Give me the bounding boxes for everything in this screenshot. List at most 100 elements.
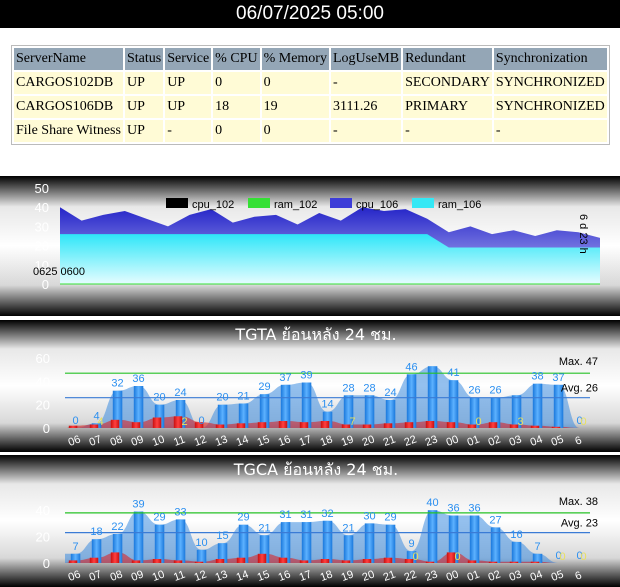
x-tick-label: 18 [319, 433, 335, 448]
bar-red [236, 557, 246, 563]
chart-background [0, 455, 620, 587]
bar-value-label: 37 [552, 372, 564, 384]
col-logusemb: LogUseMB [330, 48, 402, 70]
bar-blue [301, 522, 312, 563]
x-tick-label: 17 [298, 568, 314, 583]
y-tick-label: 40 [36, 374, 50, 389]
x-tick-label: 23 [424, 433, 440, 448]
x-tick-label: 11 [172, 569, 187, 584]
bar-blue [448, 515, 459, 563]
bar-blue [385, 524, 396, 563]
bar-red [152, 417, 162, 428]
bar-red [131, 422, 141, 428]
x-tick-label: 07 [88, 433, 104, 448]
bar-blue [301, 382, 312, 428]
x-tick-label: 20 [361, 433, 377, 448]
bar-blue [259, 535, 270, 563]
bar-value-label: 28 [342, 382, 354, 394]
legend-label-ram-106: ram_106 [438, 199, 481, 211]
tgta-panel: TGTA ย้อนหลัง 24 ชม. 0 20 40 60 Max. 47 Avg. 2… [0, 320, 620, 452]
uptime-label: 6 d 23 h [577, 214, 589, 254]
x-tick-label: 06 [67, 433, 83, 448]
bar-red [530, 561, 540, 563]
bar-value-label: 0 [72, 415, 78, 427]
x-tick-label: 20 [361, 568, 377, 583]
cell-status: UP [124, 120, 164, 142]
bar-blue [385, 400, 396, 428]
bar-value-label: 36 [132, 373, 144, 385]
x-tick-label: 22 [403, 433, 419, 448]
bar-red [404, 559, 414, 563]
bar-blue [553, 384, 564, 428]
x-tick-label: 03 [508, 433, 524, 448]
bar-red [509, 424, 519, 428]
bar-red [173, 560, 183, 563]
tgca-panel: TGCA ย้อนหลัง 24 ชม. 0 20 40 Max. 38 Avg. 23 7… [0, 455, 620, 587]
y-tick-label: 20 [35, 239, 49, 254]
x-tick-label: 00 [445, 568, 461, 583]
bar-blue [322, 520, 333, 563]
cell-memory: 0 [261, 120, 329, 142]
x-tick-label: 04 [529, 433, 545, 448]
bar-red [299, 422, 309, 428]
cell-status: UP [124, 72, 164, 94]
x-tick-label: 04 [529, 568, 545, 583]
bar-value-label: 24 [384, 387, 396, 399]
bar-secondary-label: 2 [181, 416, 187, 428]
bar-red [110, 419, 120, 428]
bar-value-label: 0 [576, 415, 582, 427]
bar-blue [406, 551, 417, 563]
bar-red [362, 559, 372, 563]
bar-blue [490, 527, 501, 563]
bar-red [446, 422, 456, 428]
bar-blue [490, 397, 501, 428]
bar-value-label: 26 [489, 385, 501, 397]
cell-logusemb: 3111.26 [330, 96, 402, 118]
bar-value-label: 31 [300, 509, 312, 521]
bar-red [509, 561, 519, 563]
bar-value-label: 29 [258, 381, 270, 393]
x-tick-label: 07 [88, 568, 104, 583]
col-service: Service [165, 48, 212, 70]
bar-red [299, 560, 309, 563]
bar-value-label: 15 [216, 530, 228, 542]
x-tick-label: 16 [277, 568, 293, 583]
col-memory: % Memory [261, 48, 329, 70]
y-tick-label: 0 [43, 421, 50, 436]
bar-red [425, 421, 435, 428]
legend-swatch-ram-106 [412, 198, 434, 208]
col-status: Status [124, 48, 164, 70]
bar-red [425, 561, 435, 563]
bar-value-label: 36 [447, 503, 459, 515]
cell-cpu: 18 [213, 96, 260, 118]
cell-service: UP [165, 96, 212, 118]
x-tick-label: 09 [130, 568, 146, 583]
cell-redundant: PRIMARY [403, 96, 492, 118]
cell-memory: 0 [261, 72, 329, 94]
x-tick-label: 14 [235, 568, 251, 583]
bar-blue [133, 386, 144, 428]
bar-red [383, 557, 393, 563]
bar-secondary-label: 0 [580, 551, 586, 563]
x-tick-label: 15 [256, 568, 272, 583]
bar-value-label: 31 [279, 509, 291, 521]
bar-value-label: 20 [216, 392, 228, 404]
bar-blue [238, 403, 249, 428]
bar-value-label: 28 [363, 382, 375, 394]
bar-red [173, 416, 183, 428]
x-tick-label: 05 [550, 568, 566, 583]
bar-value-label: 18 [90, 526, 102, 538]
bar-value-label: 24 [174, 387, 186, 399]
table-row: CARGOS102DB UP UP 0 0 - SECONDARY SYNCHR… [14, 72, 607, 94]
bar-value-label: 36 [468, 503, 480, 515]
col-servername: ServerName [14, 48, 123, 70]
x-tick-label: 06 [67, 568, 83, 583]
x-tick-label: 6 [574, 569, 584, 582]
bar-value-label: 30 [363, 510, 375, 522]
bar-value-label: 21 [258, 522, 270, 534]
bar-value-label: 21 [342, 522, 354, 534]
cell-synchronization: SYNCHRONIZED [493, 96, 607, 118]
cell-service: - [165, 120, 212, 142]
bar-red [68, 425, 78, 428]
chart-title: TGCA ย้อนหลัง 24 ชม. [233, 460, 398, 479]
